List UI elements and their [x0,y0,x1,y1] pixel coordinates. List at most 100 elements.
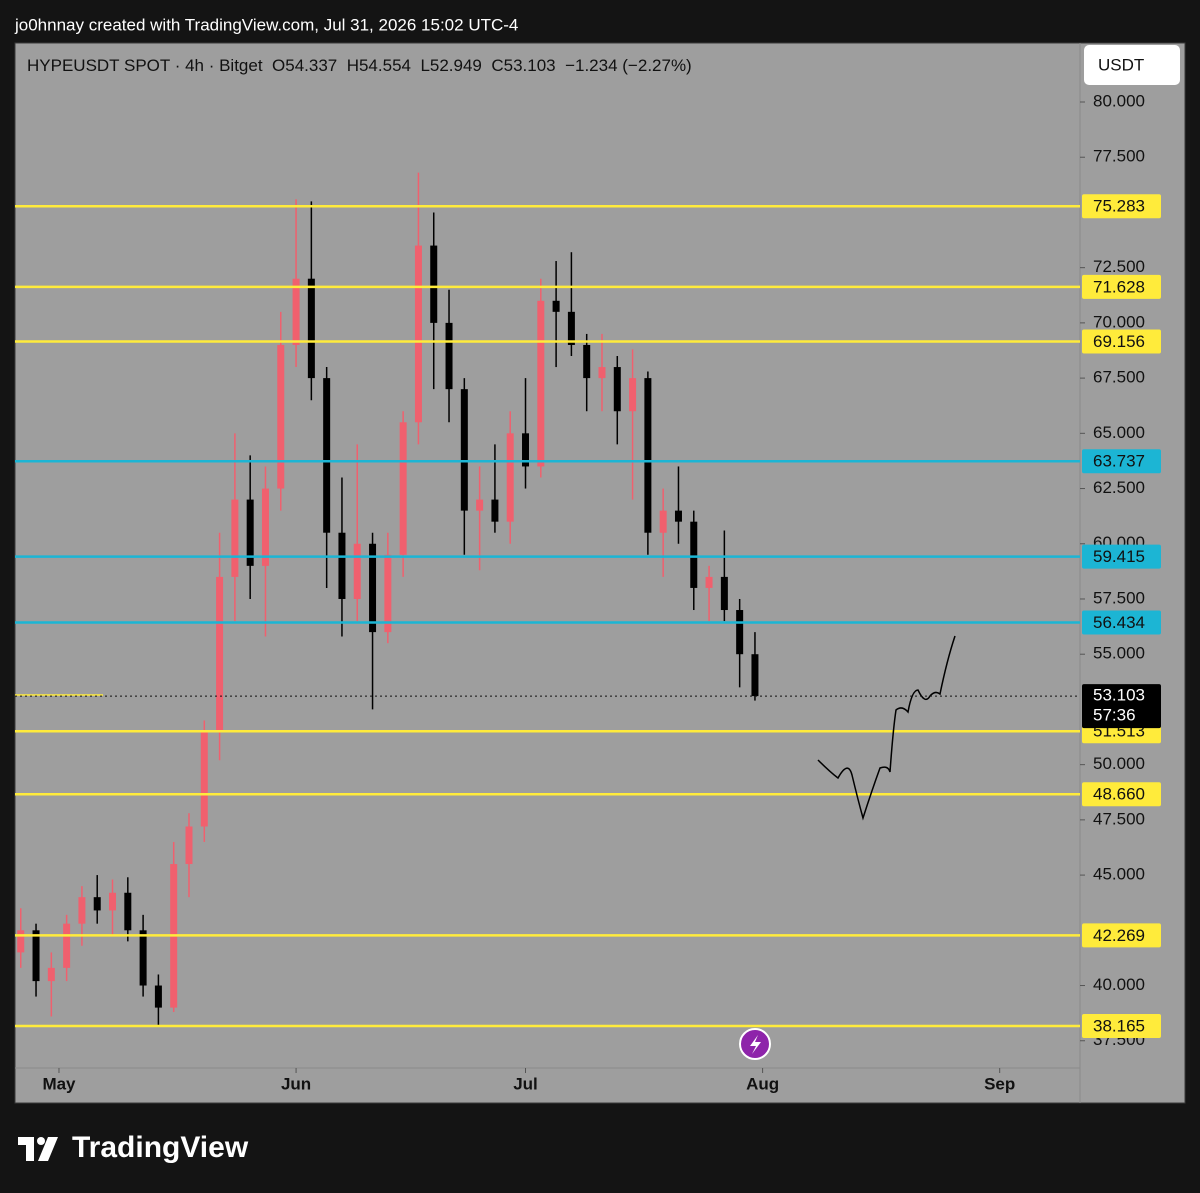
candle-body [522,433,530,467]
open: O54.337 [272,56,337,75]
candle-body [17,930,25,953]
candle-body [32,930,40,982]
y-tick-label: 77.500 [1093,147,1145,166]
level-label: 48.660 [1093,785,1145,804]
x-tick-label: Jun [281,1074,311,1093]
last-price-box [1082,684,1161,729]
level-label-box [1082,449,1161,474]
level-label-box [1082,274,1161,299]
candle-body [491,499,499,522]
y-tick-label: 70.000 [1093,312,1145,331]
legend: HYPEUSDT SPOT · 4h · Bitget O54.337 H54.… [27,56,692,75]
level-label-box [1082,329,1161,354]
candle-body [384,554,392,633]
y-tick-label: 80.000 [1093,91,1145,110]
candle-body [430,245,438,323]
change: −1.234 (−2.27%) [565,56,692,75]
candle-body [690,521,698,588]
level-label: 69.156 [1093,332,1145,351]
y-tick-label: 55.000 [1093,644,1145,663]
countdown: 57:36 [1093,706,1136,725]
candle-body [674,510,682,522]
currency[interactable]: USDT [1098,55,1144,74]
level-label: 56.434 [1093,613,1145,632]
level-label-box [1082,194,1161,219]
candle-body [63,923,71,968]
brand: TradingView [72,1131,249,1164]
candle-body [369,543,377,633]
candle-body [598,367,606,379]
level-label: 38.165 [1093,1017,1145,1036]
logo-mark [18,1137,58,1161]
candle-body [323,378,331,533]
level-label: 75.283 [1093,197,1145,216]
plot [15,172,1080,1028]
candle-body [292,278,300,345]
y-tick-label: 62.500 [1093,478,1145,497]
candle-body [613,367,621,412]
candle-body [78,897,86,924]
y-tick-label: 57.500 [1093,588,1145,607]
candle-body [261,488,269,566]
candle-body [506,433,514,522]
candle-body [399,422,407,555]
candle-body [124,892,132,931]
y-tick-label: 45.000 [1093,865,1145,884]
level-label: 42.269 [1093,926,1145,945]
y-tick-label: 65.000 [1093,423,1145,442]
candle-body [277,344,285,489]
x-tick-label: Sep [984,1074,1015,1093]
candle-body [414,245,422,423]
symbol: HYPEUSDT SPOT · 4h · Bitget [27,56,263,75]
level-label-box [1082,544,1161,569]
event-icon-bolt [750,1035,761,1054]
candle-body [154,985,162,1008]
candle-body [751,654,759,697]
level-label-box [1082,1014,1161,1039]
y-tick-label: 72.500 [1093,257,1145,276]
currency-button[interactable] [1084,45,1180,85]
last-price-label: 53.103 [1093,686,1145,705]
high: H54.554 [347,56,411,75]
candle-body [736,610,744,655]
level-label-box [1082,610,1161,635]
candle-body [644,378,652,533]
level-label-box [1082,782,1161,807]
candle-body [445,322,453,390]
y-tick-label: 40.000 [1093,975,1145,994]
candle-body [659,510,667,533]
candle-body [200,731,208,827]
logo [18,1137,58,1161]
candle-body [720,576,728,611]
y-tick-label: 47.500 [1093,809,1145,828]
candle-body [47,967,55,982]
candle-body [185,826,193,865]
logo-dot [37,1137,45,1145]
y-tick-label: 67.500 [1093,368,1145,387]
candle-body [338,532,346,599]
candle-body [231,499,239,577]
candle-body [629,378,637,412]
projection-drawing [817,635,956,821]
candle-body [460,389,468,511]
y-tick-label: 50.000 [1093,754,1145,773]
candle-body [705,576,713,588]
close: C53.103 [491,56,555,75]
candle-body [93,897,101,911]
candle-body [353,543,361,599]
candle-body [216,576,224,732]
candle-body [537,300,545,467]
level-label: 63.737 [1093,452,1145,471]
candle-body [567,311,575,345]
chart-panel [14,42,1186,1104]
x-tick-label: Jul [513,1074,538,1093]
candle-body [307,278,315,379]
level-label-box [1082,923,1161,948]
credit: jo0hnnay created with TradingView.com, J… [14,15,518,34]
candle-body [246,499,254,566]
candle-body [139,930,147,986]
low: L52.949 [420,56,481,75]
candle-body [552,300,560,312]
candle-body [476,499,484,511]
